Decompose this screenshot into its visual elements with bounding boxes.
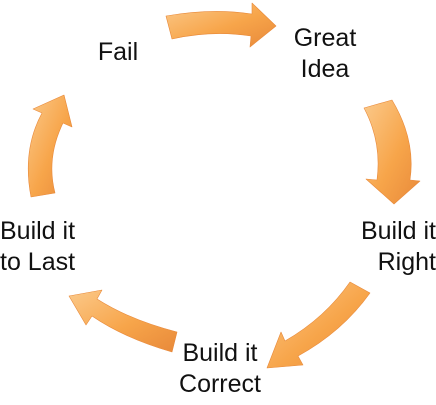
arrow-build-right-to-build-correct	[266, 281, 371, 369]
node-build-it-to-last: Build it to Last	[0, 216, 120, 278]
node-build-it-right-line-2: Right	[377, 248, 436, 276]
node-build-it-correct-line-2: Correct	[179, 370, 261, 398]
arrow-build-correct-to-build-last	[68, 289, 178, 353]
node-fail: Fail	[78, 37, 158, 68]
arrow-build-last-to-fail	[27, 94, 73, 198]
node-build-it-right: Build it Right	[316, 216, 436, 278]
node-fail-line-1: Fail	[97, 38, 139, 66]
node-build-it-correct: Build it Correct	[150, 338, 290, 400]
node-great-idea-line-1: Great	[293, 24, 357, 52]
node-build-it-correct-line-1: Build it	[182, 339, 258, 367]
node-build-it-to-last-line-1: Build it	[0, 217, 76, 245]
arrow-fail-to-great-idea	[165, 2, 277, 48]
arrow-great-idea-to-build-right	[363, 99, 421, 205]
node-build-it-to-last-line-2: to Last	[0, 248, 76, 276]
node-build-it-right-line-1: Build it	[360, 217, 436, 245]
node-great-idea: Great Idea	[265, 23, 385, 85]
node-great-idea-line-2: Idea	[300, 55, 350, 83]
